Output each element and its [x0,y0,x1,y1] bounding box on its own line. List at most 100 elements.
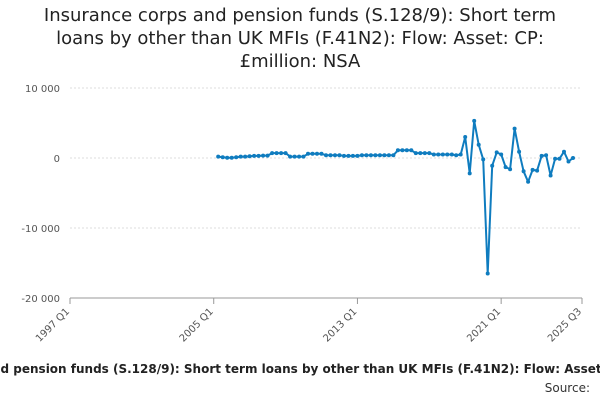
axes [69,297,583,304]
data-point[interactable] [463,135,468,139]
data-point[interactable] [548,173,553,178]
data-point[interactable] [234,155,239,160]
source-label: Source: [544,381,590,395]
x-tick-labels: 1997 Q1 2005 Q1 2013 Q1 2021 Q1 2025 Q3 [34,306,584,344]
data-point[interactable] [458,152,463,157]
data-point[interactable] [476,142,481,147]
data-point[interactable] [301,154,306,159]
gridlines [70,87,582,299]
data-point[interactable] [359,153,364,158]
data-point[interactable] [449,152,454,157]
data-point[interactable] [324,153,328,158]
data-point[interactable] [243,154,248,159]
data-point[interactable] [297,154,302,159]
data-point[interactable] [283,151,288,156]
data-point[interactable] [328,153,333,158]
data-point[interactable] [481,157,486,162]
data-point[interactable] [238,154,243,159]
series-line [218,119,574,275]
data-point[interactable] [526,179,531,184]
data-point[interactable] [566,159,571,164]
data-point[interactable] [494,150,499,155]
data-point[interactable] [436,152,441,157]
data-point[interactable] [440,152,445,157]
data-point[interactable] [315,151,319,156]
data-point[interactable] [247,154,252,159]
data-point[interactable] [270,151,275,156]
footer-caption: Insurance corps and pension funds (S.128… [0,362,600,376]
data-point[interactable] [490,163,495,168]
data-point[interactable] [454,153,459,158]
data-point[interactable] [265,153,270,158]
data-point[interactable] [485,271,490,276]
data-point[interactable] [521,169,526,174]
footer-caption-text: Insurance corps and pension funds (S.128… [0,362,600,376]
data-point[interactable] [216,154,221,159]
data-point[interactable] [382,153,387,158]
data-point[interactable] [279,151,284,156]
data-point[interactable] [503,165,508,170]
data-point[interactable] [431,152,436,157]
data-point[interactable] [508,167,513,172]
data-point[interactable] [512,126,517,131]
data-point[interactable] [386,153,391,158]
data-point[interactable] [422,151,427,156]
data-point[interactable] [571,156,575,160]
data-point[interactable] [310,151,315,156]
data-point[interactable] [261,153,266,158]
data-point[interactable] [252,153,257,158]
y-tick-labels: 10 000 0 -10 000 -20 000 [21,84,60,305]
y-tick-label: 10 000 [25,84,60,95]
data-point[interactable] [409,148,414,153]
data-point[interactable] [373,153,378,158]
data-point[interactable] [220,155,225,160]
series [216,118,575,276]
x-tick-label: 2025 Q3 [546,306,584,344]
data-point[interactable] [557,156,562,161]
data-point[interactable] [413,151,418,156]
data-point[interactable] [377,153,382,158]
data-point[interactable] [274,151,279,156]
y-tick-label: -10 000 [21,224,60,235]
data-point[interactable] [395,148,400,153]
chart-title: Insurance corps and pension funds (S.128… [43,5,557,72]
x-tick-label: 2005 Q1 [178,306,216,344]
data-point[interactable] [544,153,549,158]
data-point[interactable] [467,171,472,176]
data-point[interactable] [499,152,504,157]
data-point[interactable] [364,153,369,158]
data-point[interactable] [306,151,310,156]
x-tick-label: 2021 Q1 [465,306,503,344]
data-point[interactable] [229,155,234,160]
data-point[interactable] [539,153,544,158]
data-point[interactable] [337,153,342,158]
data-point[interactable] [553,156,558,161]
data-point[interactable] [288,154,293,159]
data-point[interactable] [333,153,337,158]
data-point[interactable] [346,153,351,158]
data-point[interactable] [292,154,297,159]
data-point[interactable] [391,153,396,158]
y-tick-label: -20 000 [21,294,60,305]
data-point[interactable] [319,151,324,156]
data-point[interactable] [400,148,405,153]
data-point[interactable] [517,149,522,154]
data-point[interactable] [256,153,261,158]
data-point[interactable] [404,148,409,153]
data-point[interactable] [445,152,450,157]
x-tick-label: 2013 Q1 [321,306,359,344]
data-point[interactable] [342,153,346,158]
data-point[interactable] [535,168,540,173]
data-point[interactable] [472,118,477,123]
data-point[interactable] [562,149,566,154]
data-point[interactable] [530,167,535,172]
data-point[interactable] [368,153,373,158]
data-point[interactable] [427,151,432,156]
data-point[interactable] [350,153,355,158]
data-point[interactable] [418,151,423,156]
x-tick-label: 1997 Q1 [34,306,72,344]
y-tick-label: 0 [54,154,60,165]
data-point[interactable] [225,155,230,160]
data-point[interactable] [355,153,360,158]
